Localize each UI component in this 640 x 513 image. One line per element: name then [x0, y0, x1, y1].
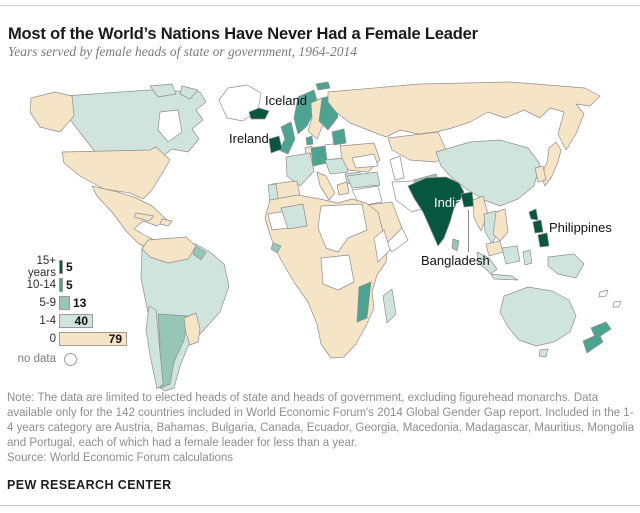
country-ireland	[268, 135, 283, 154]
hudson-bay	[157, 109, 183, 143]
country-australia	[499, 286, 577, 347]
country-vietnam-cambodia	[492, 208, 509, 242]
legend-label-5-9: 5-9	[39, 297, 56, 309]
map-label-bangladesh: Bangladesh	[421, 253, 490, 268]
legend-label-0: 0	[49, 333, 56, 345]
map-label-iceland: Iceland	[265, 93, 307, 108]
country-japan	[540, 141, 562, 187]
country-denmark	[305, 135, 314, 146]
country-mexico-central-america	[91, 185, 168, 251]
country-philippines-3	[537, 232, 550, 248]
country-bangladesh	[460, 191, 475, 208]
legend-value-0: 79	[108, 332, 122, 346]
country-canada-arctic-1	[149, 83, 177, 98]
country-alaska	[29, 91, 75, 133]
country-guyana	[192, 245, 207, 261]
footnote: Note: The data are limited to elected he…	[7, 392, 635, 449]
country-usa	[61, 146, 171, 200]
country-india	[407, 176, 465, 247]
country-svalbard	[315, 81, 331, 91]
country-italy	[316, 171, 336, 201]
country-indonesia-sumatra	[476, 251, 498, 275]
legend-bar-1-4: 40	[59, 314, 93, 328]
country-france	[285, 152, 315, 187]
country-pacific-islands-2	[612, 300, 622, 308]
country-mali	[280, 203, 308, 230]
top-rule	[0, 5, 640, 6]
country-colombia-venezuela	[141, 236, 197, 264]
legend-label-10-14: 10-14	[26, 279, 56, 291]
legend-label-15plus: 15+ years	[27, 255, 56, 279]
caspian-sea	[389, 155, 405, 181]
country-iceland	[248, 107, 270, 120]
legend-bar-5-9: 13	[59, 296, 86, 310]
country-paraguay-uruguay	[183, 312, 201, 346]
country-indonesia-sulawesi	[522, 249, 533, 266]
legend-label-no-data: no data	[17, 353, 56, 365]
legend-row-1-4: 1-4 40	[8, 314, 127, 328]
country-uk	[278, 121, 296, 155]
chart-subtitle: Years served by female heads of state or…	[8, 44, 357, 59]
country-new-zealand-south	[582, 333, 604, 354]
country-mozambique	[356, 281, 372, 323]
country-poland	[324, 142, 343, 161]
legend-bar-15plus: 5	[59, 260, 73, 274]
legend-value-5-9: 13	[73, 296, 87, 310]
legend-row-5-9: 5-9 13	[8, 296, 127, 310]
legend-value-10-14: 5	[66, 278, 73, 292]
legend-label-1-4: 1-4	[39, 315, 56, 327]
country-libya-egypt-chad	[317, 203, 368, 253]
map-label-ireland: Ireland	[229, 131, 269, 146]
country-somalia	[373, 229, 391, 263]
country-philippines-2	[532, 219, 544, 234]
legend-row-15plus: 15+ years 5	[8, 255, 127, 279]
country-baltics	[331, 128, 347, 146]
country-china	[435, 139, 541, 207]
country-kazakhstan-central-asia	[387, 131, 449, 163]
country-greece	[336, 181, 350, 196]
bottom-rule	[0, 505, 640, 506]
black-sea	[351, 153, 379, 169]
country-germany	[310, 145, 328, 167]
legend-value-1-4: 40	[74, 314, 88, 328]
legend-row-10-14: 10-14 5	[8, 278, 127, 292]
country-pacific-islands-1	[598, 289, 609, 298]
country-liberia	[270, 242, 282, 254]
country-new-zealand-north	[590, 321, 612, 340]
no-data-circle-icon	[64, 352, 77, 366]
bangladesh-leader-line	[468, 210, 469, 252]
country-tasmania	[538, 348, 549, 358]
country-south-korea	[534, 165, 547, 183]
country-new-guinea	[547, 253, 585, 279]
country-hispaniola	[159, 218, 173, 227]
country-sri-lanka	[451, 238, 460, 252]
country-turkey	[346, 171, 381, 189]
country-russia	[327, 81, 601, 151]
source-line: Source: World Economic Forum calculation…	[7, 452, 234, 464]
country-chile	[145, 305, 164, 390]
map-label-philippines: Philippines	[549, 220, 612, 235]
country-canada	[63, 89, 207, 158]
country-cuba	[133, 212, 155, 222]
country-central-europe	[324, 157, 349, 175]
legend-bar-0: 79	[59, 332, 127, 346]
country-dr-congo-angola	[320, 254, 355, 291]
country-indonesia-java	[490, 273, 519, 281]
legend-value-15plus: 5	[66, 260, 73, 274]
legend-row-0: 0 79	[8, 332, 127, 346]
country-indonesia-borneo	[501, 245, 521, 265]
pew-research-center-branding: PEW RESEARCH CENTER	[7, 478, 172, 492]
map-legend: 15+ years 5 10-14 5 5-9 13 1-4 40 0 79 n…	[8, 255, 127, 370]
legend-row-no-data: no data	[8, 352, 127, 366]
chart-title: Most of the World’s Nations Have Never H…	[8, 25, 478, 44]
country-philippines-1	[528, 208, 539, 221]
legend-bar-10-14: 5	[59, 278, 73, 292]
country-canada-arctic-2	[179, 85, 199, 100]
map-label-india: India	[434, 195, 463, 210]
country-norway	[293, 89, 319, 135]
country-madagascar	[382, 288, 397, 324]
